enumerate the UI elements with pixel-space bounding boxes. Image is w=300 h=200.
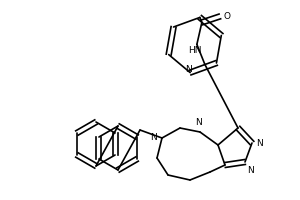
Text: N: N — [247, 166, 254, 175]
Text: N: N — [196, 118, 202, 127]
Text: N: N — [150, 134, 157, 142]
Text: N: N — [256, 138, 263, 148]
Text: N: N — [185, 65, 191, 74]
Text: O: O — [224, 12, 231, 21]
Text: HN: HN — [188, 46, 202, 55]
